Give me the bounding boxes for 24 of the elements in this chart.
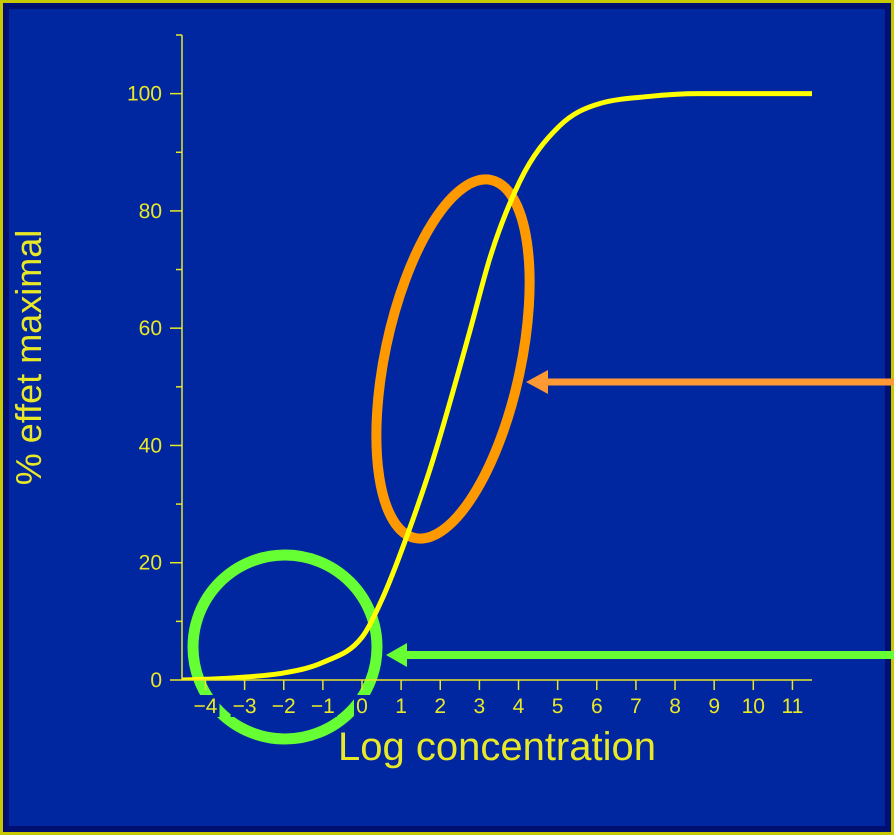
y-axis-title: % effet maximal — [8, 230, 49, 486]
x-tick-label: −3 — [232, 695, 257, 718]
x-tick-label: −2 — [272, 695, 296, 718]
y-tick-label: 60 — [138, 317, 162, 340]
x-tick-label: 8 — [669, 695, 681, 718]
y-tick-label: 40 — [138, 434, 162, 458]
y-tick-label: 20 — [138, 552, 162, 575]
x-tick-label: 5 — [552, 695, 564, 718]
x-tick-label: 9 — [708, 695, 720, 718]
x-tick-label: 6 — [590, 695, 603, 718]
x-tick-label: 10 — [742, 695, 765, 718]
y-tick-label: 0 — [150, 669, 162, 692]
x-tick-label: 3 — [474, 695, 486, 718]
x-axis-title: Log concentration — [338, 725, 656, 769]
x-tick-label: 0 — [356, 695, 368, 718]
x-tick-label: 2 — [434, 695, 446, 718]
x-tick-label: 11 — [782, 695, 804, 718]
x-tick-label: 1 — [395, 695, 407, 718]
x-tick-label: 7 — [630, 695, 642, 718]
x-tick-label: −4 — [194, 695, 218, 718]
y-tick-label: 80 — [138, 200, 162, 223]
x-tick-label: 4 — [512, 695, 525, 718]
x-tick-label: −1 — [310, 695, 335, 718]
y-tick-label: 100 — [126, 82, 162, 106]
